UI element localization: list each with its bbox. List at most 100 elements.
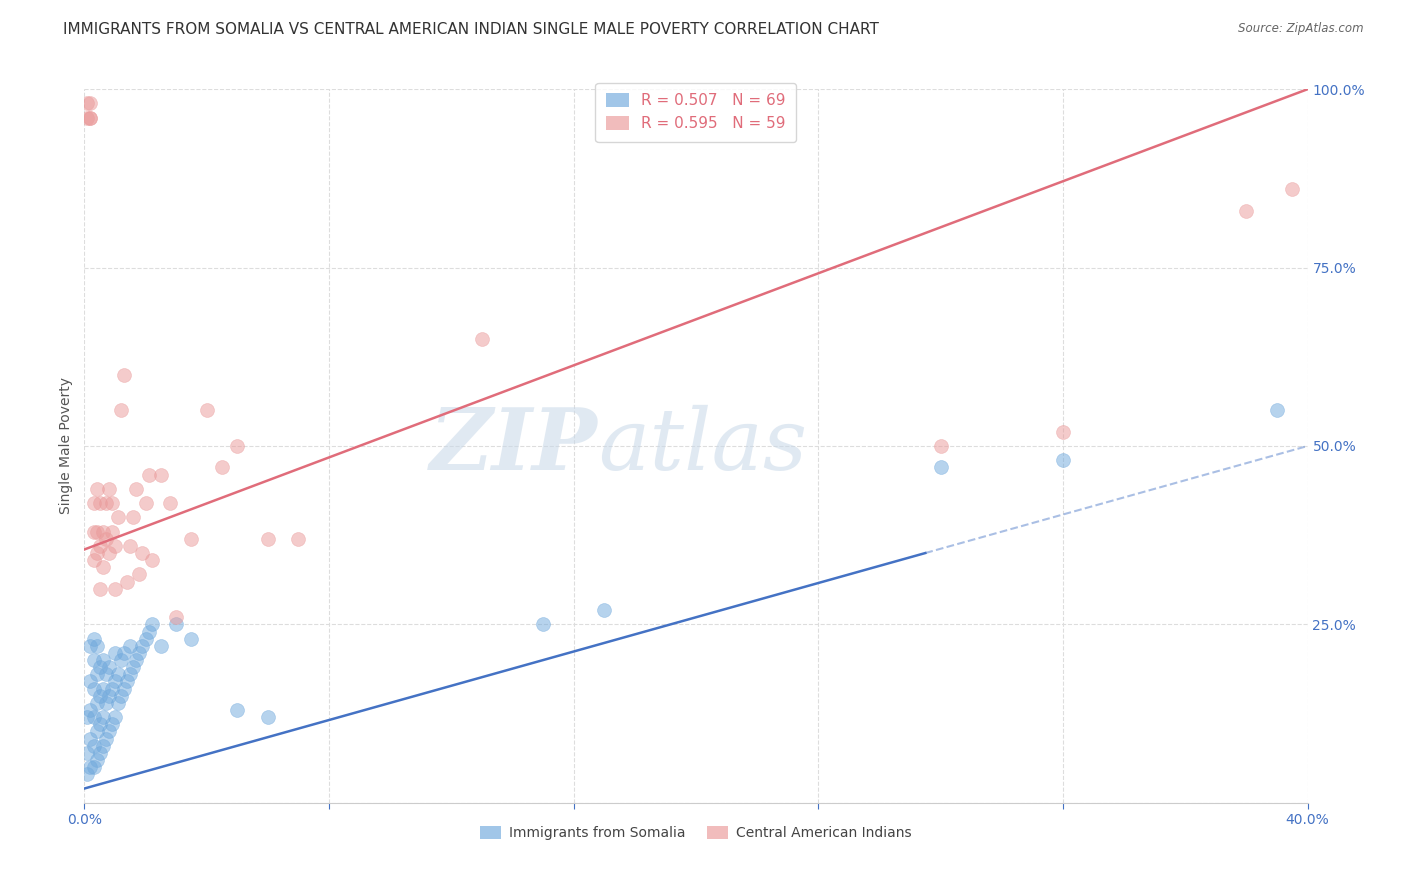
- Text: Source: ZipAtlas.com: Source: ZipAtlas.com: [1239, 22, 1364, 36]
- Point: [97, 724, 120, 739]
- Point: [131, 546, 153, 560]
- Point: [135, 496, 157, 510]
- Point: [89, 746, 111, 760]
- Point: [1052, 425, 1074, 439]
- Point: [91, 560, 114, 574]
- Point: [89, 660, 111, 674]
- Point: [165, 610, 187, 624]
- Point: [94, 731, 117, 746]
- Point: [83, 553, 105, 567]
- Point: [76, 767, 98, 781]
- Point: [120, 539, 142, 553]
- Point: [165, 617, 187, 632]
- Point: [112, 646, 135, 660]
- Point: [257, 532, 280, 546]
- Point: [91, 739, 114, 753]
- Point: [180, 532, 202, 546]
- Point: [122, 660, 145, 674]
- Point: [83, 524, 105, 539]
- Point: [83, 496, 105, 510]
- Point: [86, 482, 108, 496]
- Point: [79, 111, 101, 125]
- Point: [135, 632, 157, 646]
- Point: [86, 524, 108, 539]
- Point: [107, 510, 129, 524]
- Point: [125, 653, 148, 667]
- Point: [83, 681, 105, 696]
- Point: [226, 439, 249, 453]
- Point: [89, 689, 111, 703]
- Point: [115, 674, 138, 689]
- Point: [83, 632, 105, 646]
- Point: [104, 582, 127, 596]
- Point: [86, 696, 108, 710]
- Point: [149, 467, 172, 482]
- Point: [89, 496, 111, 510]
- Point: [287, 532, 309, 546]
- Point: [101, 524, 124, 539]
- Point: [79, 731, 101, 746]
- Point: [125, 482, 148, 496]
- Point: [97, 546, 120, 560]
- Point: [141, 553, 163, 567]
- Point: [91, 710, 114, 724]
- Point: [120, 667, 142, 681]
- Text: ZIP: ZIP: [430, 404, 598, 488]
- Point: [89, 717, 111, 731]
- Point: [83, 739, 105, 753]
- Point: [101, 496, 124, 510]
- Point: [107, 667, 129, 681]
- Point: [128, 646, 150, 660]
- Point: [91, 653, 114, 667]
- Point: [195, 403, 218, 417]
- Point: [83, 760, 105, 774]
- Point: [97, 689, 120, 703]
- Point: [257, 710, 280, 724]
- Point: [89, 539, 111, 553]
- Point: [1236, 203, 1258, 218]
- Point: [929, 439, 952, 453]
- Point: [101, 681, 124, 696]
- Point: [94, 532, 117, 546]
- Point: [531, 617, 554, 632]
- Point: [471, 332, 494, 346]
- Point: [97, 482, 120, 496]
- Point: [141, 617, 163, 632]
- Point: [120, 639, 142, 653]
- Point: [91, 524, 114, 539]
- Point: [79, 96, 101, 111]
- Point: [110, 653, 132, 667]
- Point: [104, 539, 127, 553]
- Point: [86, 667, 108, 681]
- Point: [79, 674, 101, 689]
- Point: [91, 681, 114, 696]
- Point: [107, 696, 129, 710]
- Point: [83, 710, 105, 724]
- Point: [1265, 403, 1288, 417]
- Point: [76, 96, 98, 111]
- Point: [149, 639, 172, 653]
- Point: [94, 696, 117, 710]
- Point: [110, 689, 132, 703]
- Point: [86, 724, 108, 739]
- Point: [104, 710, 127, 724]
- Point: [89, 582, 111, 596]
- Point: [76, 746, 98, 760]
- Point: [1052, 453, 1074, 467]
- Point: [593, 603, 616, 617]
- Point: [180, 632, 202, 646]
- Point: [115, 574, 138, 589]
- Text: IMMIGRANTS FROM SOMALIA VS CENTRAL AMERICAN INDIAN SINGLE MALE POVERTY CORRELATI: IMMIGRANTS FROM SOMALIA VS CENTRAL AMERI…: [63, 22, 879, 37]
- Point: [104, 674, 127, 689]
- Point: [128, 567, 150, 582]
- Point: [94, 667, 117, 681]
- Point: [159, 496, 181, 510]
- Point: [112, 368, 135, 382]
- Point: [97, 660, 120, 674]
- Point: [104, 646, 127, 660]
- Point: [86, 639, 108, 653]
- Point: [122, 510, 145, 524]
- Point: [211, 460, 233, 475]
- Point: [101, 717, 124, 731]
- Point: [76, 710, 98, 724]
